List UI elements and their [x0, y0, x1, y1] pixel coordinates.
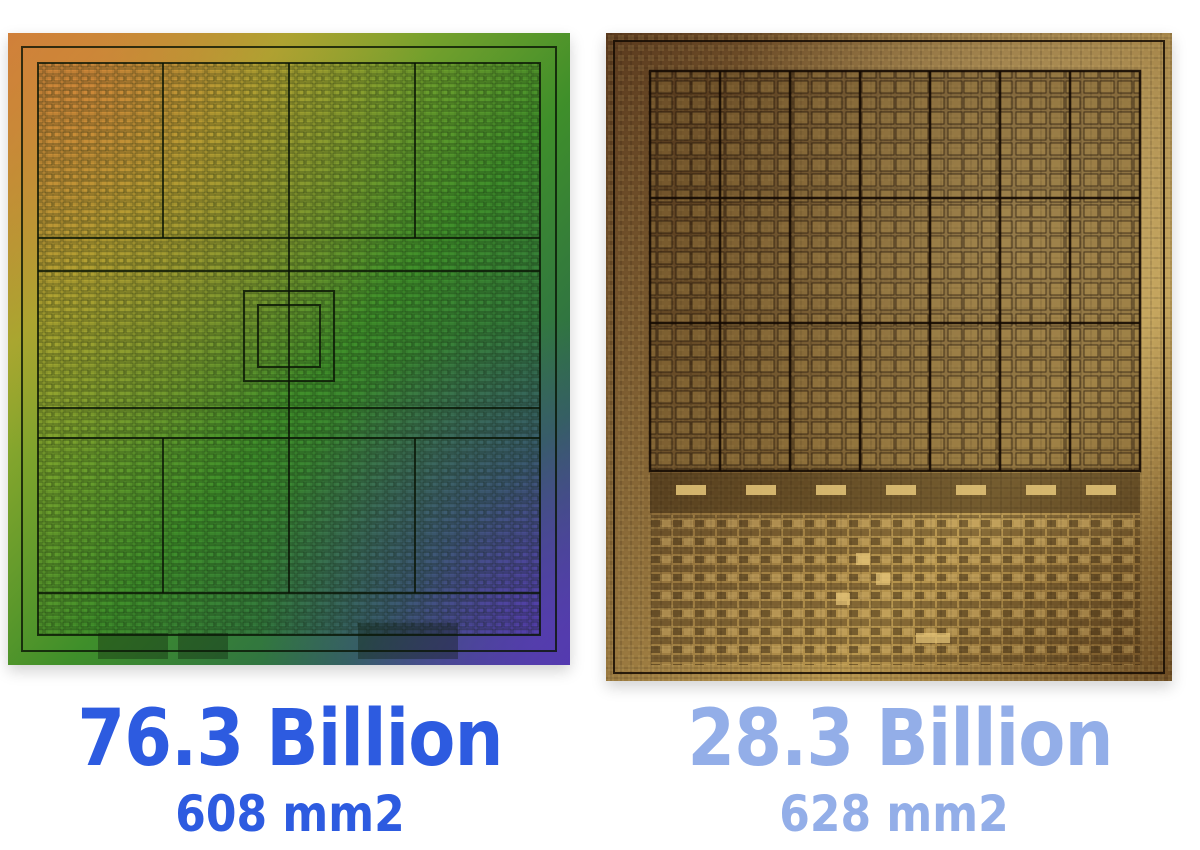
left-die-area: 608 mm2: [175, 785, 405, 843]
right-chip-die-photo: [606, 33, 1172, 681]
right-transistor-count: 28.3 Billion: [687, 694, 1113, 784]
left-transistor-count: 76.3 Billion: [77, 694, 503, 784]
left-chip-die-image: [8, 33, 570, 665]
left-chip-die-photo: [8, 33, 570, 665]
right-chip-die-image: [606, 33, 1172, 681]
right-die-area: 628 mm2: [779, 785, 1009, 843]
chip-panel-left: 76.3 Billion 608 mm2: [8, 33, 570, 843]
chip-panel-right: 28.3 Billion 628 mm2: [600, 0, 1200, 850]
